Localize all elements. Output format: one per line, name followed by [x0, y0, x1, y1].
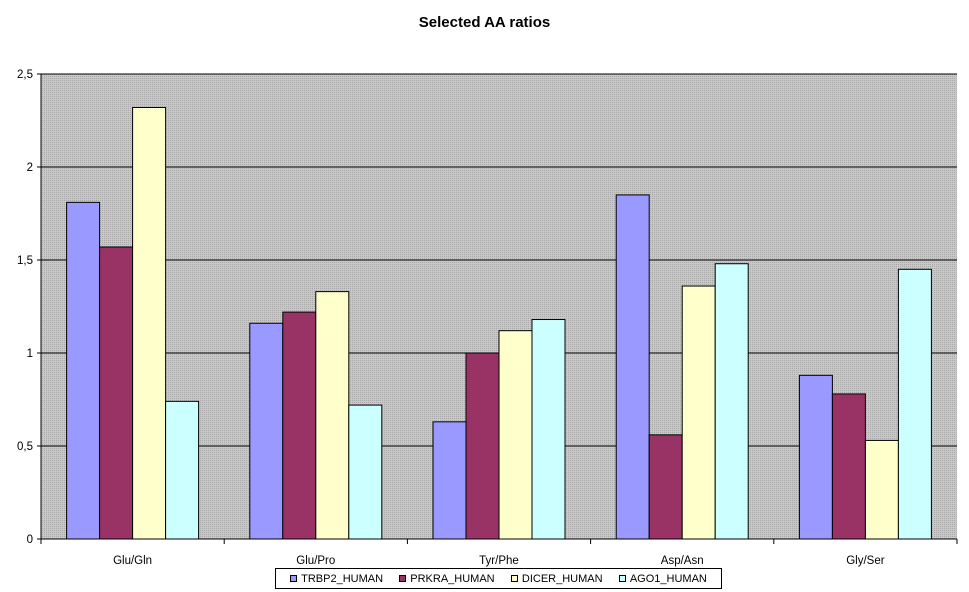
x-tick-label: Tyr/Phe [479, 555, 519, 567]
bars [66, 106, 932, 540]
bar-dicer-human-glu-gln [132, 106, 167, 540]
bar-trbp2-human-glu-gln [66, 201, 101, 540]
legend-swatch [290, 575, 298, 582]
x-tick-label: Glu/Pro [296, 555, 335, 567]
legend-item: PRKRA_HUMAN [399, 572, 495, 585]
bar-dicer-human-asp-asn [681, 285, 716, 540]
x-tick-label: Asp/Asn [661, 555, 704, 567]
legend-label: AGO1_HUMAN [629, 572, 707, 585]
legend-swatch [618, 575, 626, 582]
legend-swatch [510, 575, 518, 582]
bar-trbp2-human-glu-pro [249, 322, 284, 540]
legend-label: DICER_HUMAN [521, 572, 603, 585]
chart-title: Selected AA ratios [418, 14, 551, 31]
bar-ago1-human-glu-pro [348, 404, 383, 540]
bar-prkra-human-glu-pro [282, 311, 317, 540]
bar-prkra-human-gly-ser [831, 393, 866, 540]
bar-prkra-human-glu-gln [99, 246, 134, 540]
bar-prkra-human-tyr-phe [465, 352, 500, 540]
legend-label: PRKRA_HUMAN [410, 572, 495, 585]
bar-dicer-human-tyr-phe [498, 330, 533, 540]
bar-ago1-human-glu-gln [165, 400, 200, 540]
y-tick-label: 2 [27, 162, 33, 174]
y-tick-label: 0,5 [17, 441, 33, 453]
y-tick-label: 2,5 [17, 69, 33, 81]
legend-item: TRBP2_HUMAN [290, 573, 383, 585]
legend-label: TRBP2_HUMAN [301, 572, 384, 585]
bar-prkra-human-asp-asn [648, 434, 683, 540]
legend-item: DICER_HUMAN [510, 572, 603, 585]
bar-chart: 0 0,5 1 1,5 2 2,5 Glu/Gln Glu/Pro Tyr/Phe Asp/Asn… [17, 69, 958, 567]
y-tick-label: 1,5 [17, 255, 33, 267]
axes: 0 0,5 1 1,5 2 2,5 Glu/Gln Glu/Pro Tyr/Phe Asp/Asn… [17, 69, 958, 567]
bar-ago1-human-tyr-phe [531, 319, 566, 540]
legend-item: AGO1_HUMAN [618, 572, 707, 585]
bar-ago1-human-asp-asn [714, 263, 749, 540]
x-tick-label: Gly/Ser [846, 555, 885, 567]
bar-trbp2-human-gly-ser [798, 374, 833, 540]
legend: TRBP2_HUMAN PRKRA_HUMAN DICER_HUMAN AGO1_HU… [275, 568, 722, 589]
bar-ago1-human-gly-ser [897, 268, 932, 540]
bar-trbp2-human-tyr-phe [432, 421, 467, 540]
x-tick-label: Glu/Gln [113, 555, 152, 567]
y-tick-label: 1 [27, 348, 33, 360]
bar-dicer-human-gly-ser [864, 439, 899, 540]
bar-trbp2-human-asp-asn [615, 194, 650, 540]
bar-dicer-human-glu-pro [315, 291, 350, 540]
y-tick-label: 0 [27, 534, 33, 546]
legend-swatch [399, 575, 407, 582]
